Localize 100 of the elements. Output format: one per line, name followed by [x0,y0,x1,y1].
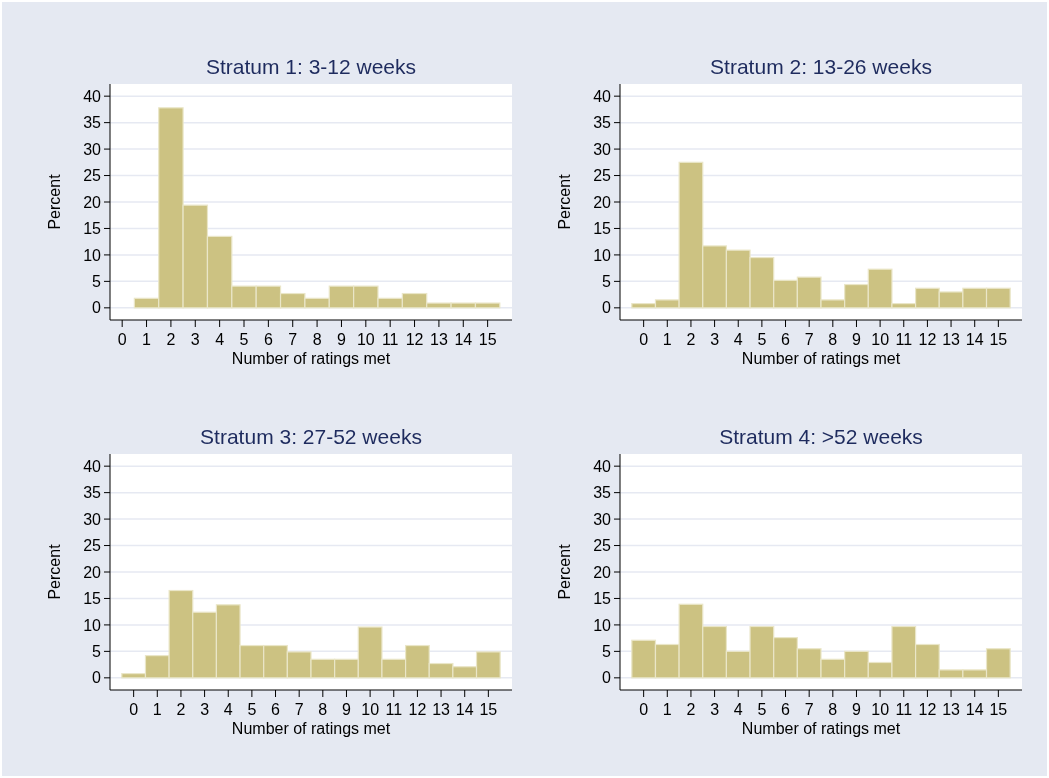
x-tick-label: 14 [454,331,473,348]
y-tick-label: 40 [83,87,102,105]
x-tick-label: 0 [129,701,139,718]
x-tick-label: 4 [733,701,743,718]
x-tick-label: 9 [342,701,352,718]
y-axis-title: Percent [46,543,63,600]
x-tick-label: 4 [223,701,233,718]
x-tick-label: 1 [662,331,672,348]
y-tick-label: 25 [83,167,102,185]
x-tick-label: 8 [312,331,322,348]
x-tick-label: 3 [190,331,200,348]
x-tick-label: 5 [247,701,257,718]
x-tick-label: 12 [918,701,937,718]
x-tick-label: 5 [239,331,249,348]
y-tick-label: 20 [593,193,612,211]
x-tick-label: 15 [989,701,1008,718]
x-tick-label: 8 [318,701,328,718]
y-tick-label: 40 [593,457,612,475]
x-tick-label: 13 [942,701,961,718]
y-axis-title: Percent [556,543,573,600]
x-tick-label: 11 [385,701,403,718]
x-axis-title: Number of ratings met [741,720,901,737]
x-tick-label: 4 [215,331,225,348]
y-tick-label: 30 [83,510,102,528]
x-axis-title: Number of ratings met [231,350,391,367]
y-axis-title: Percent [556,173,573,230]
x-axis-title: Number of ratings met [231,720,391,737]
x-tick-label: 2 [686,701,696,718]
y-tick-label: 35 [83,484,102,502]
x-tick-label: 6 [781,331,791,348]
y-tick-label: 25 [593,167,612,185]
x-tick-label: 0 [639,701,649,718]
x-tick-label: 13 [942,331,961,348]
x-tick-label: 2 [166,331,176,348]
y-tick-label: 35 [593,484,612,502]
y-tick-label: 35 [593,114,612,132]
y-tick-label: 0 [602,299,612,317]
y-tick-label: 15 [593,220,612,238]
x-tick-label: 6 [263,331,273,348]
x-tick-label: 14 [965,701,984,718]
x-tick-label: 5 [757,331,767,348]
chart-title: Stratum 3: 27-52 weeks [200,425,422,448]
x-tick-label: 0 [639,331,649,348]
x-tick-label: 6 [271,701,281,718]
x-tick-label: 3 [200,701,210,718]
x-tick-label: 11 [381,331,399,348]
x-tick-label: 13 [432,701,451,718]
y-tick-label: 35 [83,114,102,132]
x-tick-label: 11 [895,331,913,348]
x-tick-label: 8 [828,331,838,348]
x-tick-label: 14 [965,331,984,348]
x-tick-label: 3 [710,701,720,718]
x-tick-label: 2 [176,701,186,718]
y-tick-label: 10 [593,246,612,264]
x-axis-title: Number of ratings met [741,350,901,367]
x-tick-label: 1 [662,701,672,718]
y-tick-label: 40 [593,87,612,105]
chart-title: Stratum 4: >52 weeks [719,425,923,448]
x-tick-label: 12 [405,331,424,348]
y-axis-title: Percent [46,173,63,230]
y-tick-label: 20 [83,563,102,581]
x-tick-label: 15 [478,331,497,348]
y-tick-label: 5 [602,272,612,290]
y-tick-label: 40 [83,457,102,475]
x-tick-label: 1 [142,331,152,348]
y-tick-label: 25 [83,537,102,555]
x-tick-label: 15 [479,701,498,718]
y-tick-label: 0 [92,299,102,317]
y-tick-label: 10 [83,246,102,264]
x-tick-label: 7 [294,701,304,718]
x-tick-label: 10 [356,331,375,348]
y-tick-label: 15 [593,590,612,608]
x-tick-label: 3 [710,331,720,348]
x-tick-label: 12 [918,331,937,348]
y-tick-label: 5 [602,642,612,660]
y-tick-label: 20 [593,563,612,581]
x-tick-label: 1 [152,701,162,718]
x-tick-label: 5 [757,701,767,718]
x-tick-label: 10 [361,701,380,718]
x-tick-label: 7 [288,331,298,348]
y-tick-label: 30 [83,140,102,158]
x-tick-label: 12 [408,701,427,718]
x-tick-label: 9 [852,701,862,718]
x-tick-label: 0 [117,331,127,348]
x-tick-label: 6 [781,701,791,718]
x-tick-label: 2 [686,331,696,348]
x-tick-label: 7 [804,701,814,718]
y-tick-label: 15 [83,590,102,608]
x-tick-label: 14 [455,701,474,718]
x-tick-label: 7 [804,331,814,348]
x-tick-label: 10 [871,331,890,348]
y-tick-label: 30 [593,510,612,528]
x-tick-label: 9 [852,331,862,348]
x-tick-label: 13 [430,331,448,348]
x-tick-label: 10 [871,701,890,718]
chart-title: Stratum 1: 3-12 weeks [205,55,417,78]
y-tick-label: 0 [602,669,612,687]
y-tick-label: 5 [92,272,102,290]
y-tick-label: 10 [593,616,612,634]
x-tick-label: 9 [337,331,346,348]
